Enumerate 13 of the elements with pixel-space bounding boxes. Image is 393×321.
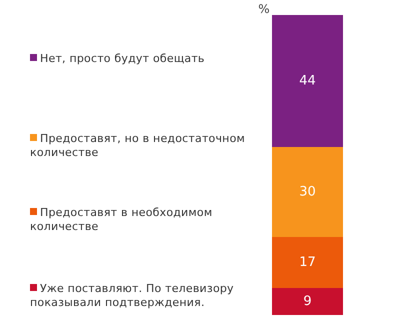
bar xyxy=(272,15,343,147)
data-label: 44 xyxy=(299,73,316,88)
data-label: 9 xyxy=(303,294,312,309)
legend-label: Предоставят, но в недостаточном количестве xyxy=(30,132,246,160)
legend-label: Уже поставляют. По телевизору показывали подтверждения. xyxy=(30,282,235,310)
bar xyxy=(272,288,343,315)
legend-label: Предоставят в необходимом количестве xyxy=(30,206,214,234)
data-label: 30 xyxy=(299,184,316,200)
bar xyxy=(272,147,343,237)
legend-label: Нет, просто будут обещать xyxy=(39,52,206,66)
data-label: 17 xyxy=(299,254,316,270)
bar xyxy=(272,237,343,288)
y-axis-title: % xyxy=(258,2,270,16)
